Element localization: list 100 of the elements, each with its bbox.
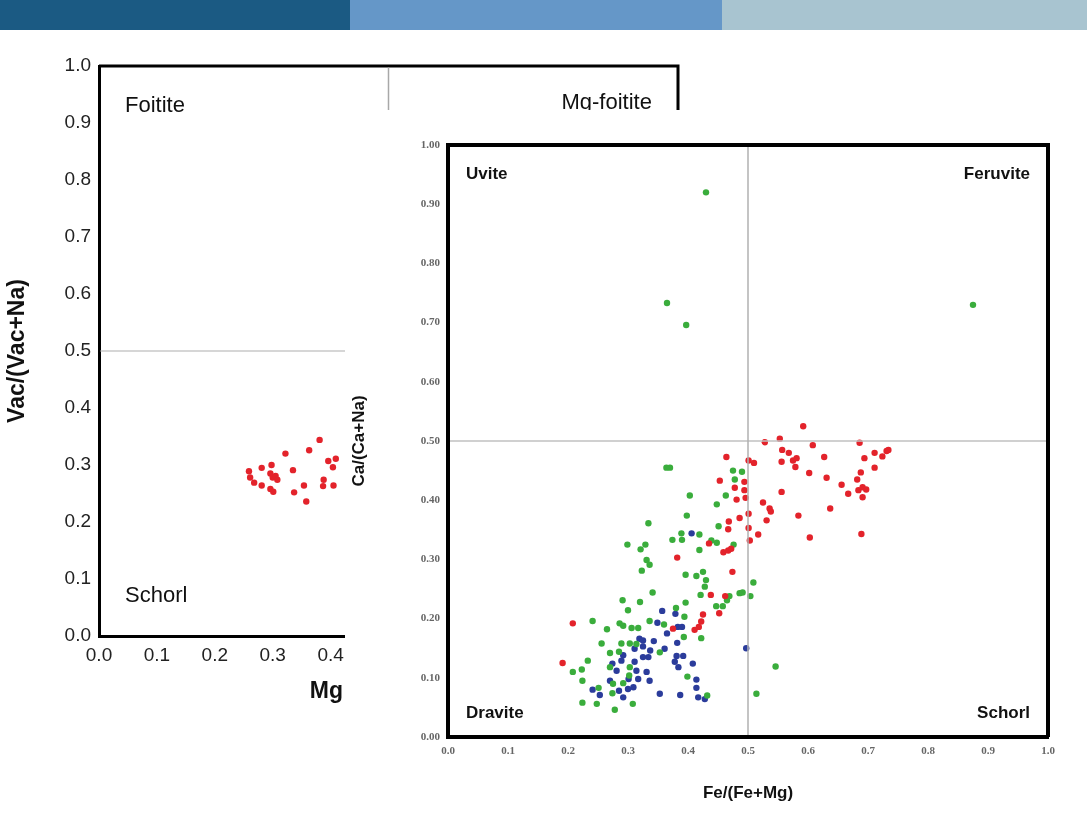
y-tick-label: 0.30 bbox=[420, 552, 441, 565]
y-tick-label: 0.60 bbox=[420, 374, 441, 387]
annotation: Foitite bbox=[125, 91, 185, 117]
point bbox=[689, 660, 696, 667]
y-tick-label: 0.40 bbox=[420, 493, 441, 506]
x-axis-title: Fe/(Fe+Mg) bbox=[702, 783, 794, 803]
y-tick-label: 0.70 bbox=[420, 315, 441, 328]
annotation: Schorl bbox=[977, 703, 1030, 723]
point bbox=[289, 466, 297, 474]
point bbox=[596, 691, 603, 699]
point bbox=[646, 677, 653, 684]
point bbox=[245, 468, 253, 475]
point bbox=[639, 637, 647, 644]
y-tick-label: 0.9 bbox=[64, 111, 91, 133]
point bbox=[319, 482, 327, 490]
point bbox=[613, 667, 620, 674]
y-axis-title: Ca/(Ca+Na) bbox=[348, 395, 368, 487]
point bbox=[589, 686, 596, 693]
point bbox=[675, 663, 682, 671]
point bbox=[246, 474, 254, 481]
annotation: Mg-foitite bbox=[561, 89, 652, 115]
x-tick-label: 0.1 bbox=[501, 744, 515, 757]
annotation: Schorl bbox=[125, 582, 188, 608]
y-tick-label: 1.00 bbox=[420, 137, 441, 150]
x-tick-label: 0.5 bbox=[741, 744, 756, 757]
point bbox=[282, 450, 289, 457]
y-tick-label: 0.2 bbox=[64, 510, 91, 532]
point bbox=[671, 658, 678, 666]
y-tick-label: 0.6 bbox=[64, 282, 91, 304]
y-tick-label: 0.90 bbox=[420, 197, 441, 210]
x-tick-label: 0.3 bbox=[621, 744, 636, 757]
point bbox=[688, 530, 695, 537]
x-tick-label: 0.2 bbox=[561, 744, 576, 757]
y-tick-label: 1.0 bbox=[64, 54, 91, 76]
point bbox=[618, 657, 625, 664]
annotation: Dravite bbox=[466, 703, 524, 723]
point bbox=[258, 464, 265, 472]
x-tick-label: 0.1 bbox=[143, 643, 171, 665]
x-tick-label: 0.6 bbox=[801, 744, 816, 757]
point bbox=[330, 482, 337, 489]
point bbox=[645, 653, 652, 661]
annotation: Feruvite bbox=[963, 164, 1030, 184]
point bbox=[672, 610, 679, 618]
point bbox=[316, 436, 323, 444]
point bbox=[677, 691, 684, 699]
point bbox=[647, 647, 654, 654]
x-tick-label: 1.0 bbox=[1041, 744, 1056, 757]
point bbox=[624, 685, 632, 693]
point bbox=[325, 457, 332, 465]
point bbox=[303, 498, 310, 505]
point bbox=[630, 684, 637, 691]
point bbox=[678, 623, 686, 631]
point bbox=[639, 653, 647, 661]
point bbox=[693, 676, 700, 683]
y-tick-label: 0.00 bbox=[420, 729, 441, 742]
point bbox=[643, 668, 650, 676]
x-tick-label: 0.4 bbox=[317, 643, 345, 665]
point bbox=[659, 607, 666, 615]
point bbox=[680, 652, 687, 660]
x-tick-label: 0.3 bbox=[259, 643, 286, 665]
y-tick-label: 0.0 bbox=[64, 624, 91, 646]
y-tick-label: 0.1 bbox=[64, 567, 91, 589]
point bbox=[290, 489, 298, 496]
point bbox=[633, 667, 640, 674]
point bbox=[695, 694, 702, 701]
x-tick-label: 0.2 bbox=[201, 643, 229, 665]
point bbox=[258, 482, 265, 489]
annotation: Uvite bbox=[466, 164, 508, 184]
point bbox=[693, 684, 700, 692]
point bbox=[332, 455, 340, 462]
point bbox=[620, 694, 627, 701]
point bbox=[305, 446, 313, 454]
y-axis-title: Vac/(Vac+Na) bbox=[3, 279, 30, 423]
point bbox=[615, 687, 623, 695]
point bbox=[661, 645, 668, 652]
x-tick-label: 0.0 bbox=[85, 643, 113, 665]
x-tick-label: 0.8 bbox=[921, 744, 936, 757]
y-tick-label: 0.4 bbox=[64, 396, 92, 418]
y-tick-label: 0.10 bbox=[420, 670, 441, 683]
point bbox=[635, 675, 642, 683]
point bbox=[631, 658, 638, 666]
y-tick-label: 0.20 bbox=[420, 611, 441, 624]
x-axis-title: Mg bbox=[309, 677, 343, 703]
point bbox=[250, 479, 258, 486]
point bbox=[656, 690, 663, 697]
point bbox=[320, 476, 327, 484]
point bbox=[639, 643, 647, 650]
point bbox=[300, 482, 308, 489]
y-tick-label: 0.7 bbox=[64, 225, 91, 247]
y-tick-label: 0.50 bbox=[420, 433, 441, 446]
x-tick-label: 0.0 bbox=[441, 744, 456, 757]
x-tick-label: 0.7 bbox=[861, 744, 876, 757]
point bbox=[654, 619, 661, 626]
point bbox=[274, 476, 281, 484]
y-tick-label: 0.80 bbox=[420, 256, 441, 269]
point bbox=[329, 464, 337, 471]
x-tick-label: 0.9 bbox=[981, 744, 996, 757]
point bbox=[268, 461, 275, 469]
y-tick-label: 0.5 bbox=[64, 339, 91, 361]
y-tick-label: 0.8 bbox=[64, 168, 91, 190]
